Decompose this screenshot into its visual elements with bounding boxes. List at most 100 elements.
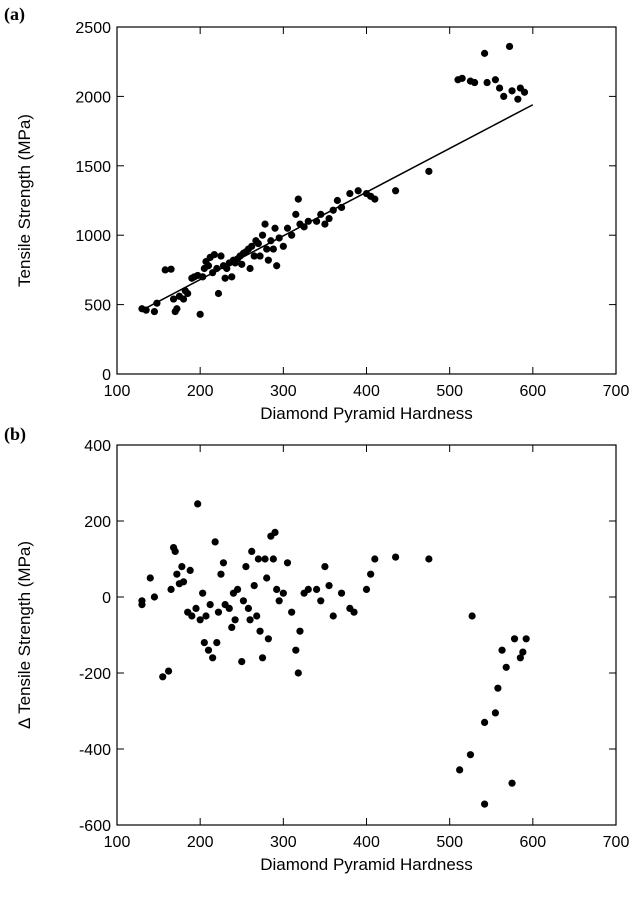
y-tick-label: 500 — [84, 298, 111, 315]
data-point — [153, 299, 161, 307]
x-tick-label: 100 — [104, 834, 131, 851]
data-point — [500, 92, 508, 100]
data-point — [217, 570, 225, 578]
data-point — [279, 589, 287, 597]
y-tick-label: 200 — [84, 514, 111, 531]
data-point — [337, 203, 346, 212]
panel-label: (b) — [4, 424, 26, 445]
data-point — [221, 274, 229, 282]
data-point — [313, 217, 321, 225]
data-point — [317, 597, 325, 605]
data-point — [317, 210, 325, 218]
data-point — [231, 616, 239, 624]
data-point — [225, 604, 233, 613]
data-point — [275, 234, 283, 242]
data-point — [217, 252, 225, 260]
data-point — [167, 585, 175, 594]
data-point — [458, 74, 466, 82]
data-point — [273, 585, 281, 594]
data-point — [248, 242, 256, 250]
y-tick-label: 2500 — [75, 20, 111, 37]
data-point — [150, 593, 159, 601]
data-point — [483, 78, 491, 87]
data-point — [250, 582, 258, 590]
data-point — [214, 608, 223, 616]
data-point — [167, 265, 175, 273]
data-point — [204, 646, 213, 654]
x-axis-label: Diamond Pyramid Hardness — [260, 855, 473, 874]
data-point — [238, 260, 246, 268]
data-point — [294, 669, 302, 677]
data-point — [242, 563, 250, 571]
data-point — [228, 273, 236, 281]
data-point — [425, 167, 433, 175]
x-tick-label: 300 — [270, 834, 297, 851]
data-point — [159, 673, 167, 681]
data-point — [142, 306, 150, 314]
data-point — [138, 597, 146, 605]
y-axis-label: Tensile Strength (MPa) — [15, 114, 34, 287]
y-tick-label: 2000 — [75, 89, 111, 106]
data-point — [239, 597, 248, 605]
data-point — [199, 589, 207, 597]
data-point — [228, 623, 236, 632]
data-point — [292, 646, 300, 654]
data-point — [288, 608, 296, 616]
data-point — [304, 585, 312, 594]
data-point — [480, 800, 489, 808]
data-point — [371, 195, 379, 203]
plot-frame — [116, 444, 617, 826]
plot-frame — [116, 26, 617, 375]
data-point — [329, 206, 337, 214]
data-point — [296, 627, 304, 635]
data-point — [213, 264, 221, 273]
data-point — [254, 555, 262, 563]
data-point — [508, 87, 516, 95]
data-point — [256, 252, 264, 260]
data-point — [491, 709, 500, 717]
data-point — [466, 751, 475, 759]
y-tick-label: 0 — [102, 590, 111, 607]
data-point — [325, 582, 333, 590]
data-point — [362, 585, 371, 594]
x-tick-label: 500 — [436, 383, 463, 400]
data-point — [179, 578, 188, 586]
panel-label: (a) — [4, 4, 25, 25]
data-point — [254, 239, 262, 248]
data-point — [294, 195, 302, 203]
y-tick-label: 1000 — [75, 228, 111, 245]
data-point — [337, 589, 346, 597]
data-point — [248, 547, 256, 556]
x-tick-label: 500 — [436, 834, 463, 851]
data-point — [350, 608, 358, 616]
data-point — [495, 84, 504, 92]
data-point — [329, 612, 337, 620]
data-point — [283, 224, 292, 232]
data-point — [258, 231, 267, 239]
data-point — [171, 547, 179, 556]
data-point — [169, 295, 178, 303]
data-point — [498, 646, 506, 654]
data-point — [199, 273, 207, 281]
data-point — [246, 616, 254, 624]
data-point — [279, 242, 287, 250]
x-tick-label: 200 — [187, 834, 214, 851]
y-tick-label: -400 — [79, 742, 111, 759]
data-point — [354, 187, 362, 195]
x-tick-label: 200 — [187, 383, 214, 400]
data-point — [244, 604, 253, 613]
data-point — [250, 252, 258, 260]
data-point — [502, 663, 510, 671]
y-tick-label: 1500 — [75, 159, 111, 176]
y-tick-label: 0 — [102, 367, 111, 384]
data-point — [300, 223, 308, 231]
y-axis-label: Δ Tensile Strength (MPa) — [15, 541, 34, 729]
data-point — [367, 570, 375, 578]
data-point — [508, 779, 516, 787]
data-point — [164, 667, 173, 675]
data-point — [173, 305, 181, 313]
data-point — [258, 654, 267, 662]
data-point — [210, 251, 218, 259]
data-point — [271, 528, 279, 537]
data-point — [211, 538, 219, 546]
